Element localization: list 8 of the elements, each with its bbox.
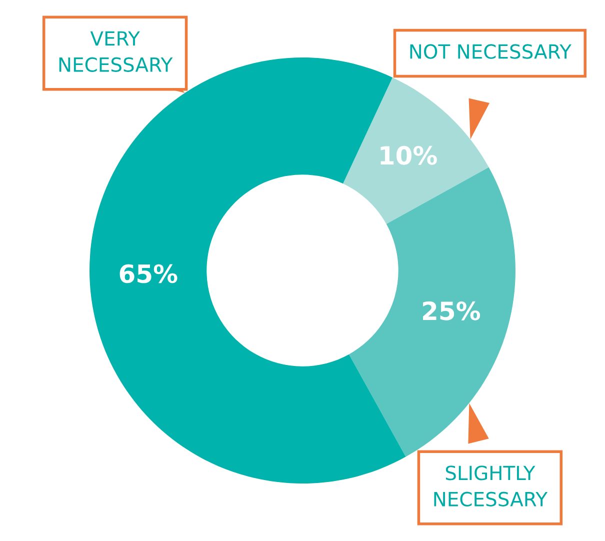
donut-slice <box>348 167 516 457</box>
slice-label: NOT NECESSARY <box>410 44 572 59</box>
data-label: 65% <box>120 264 178 284</box>
slice-label: VERY NECESSARY <box>59 31 173 72</box>
data-label: 25% <box>422 301 480 320</box>
slice-label: SLIGHTLY NECESSARY <box>434 466 548 506</box>
data-label: 10% <box>380 146 437 165</box>
donut-slice <box>343 77 489 224</box>
